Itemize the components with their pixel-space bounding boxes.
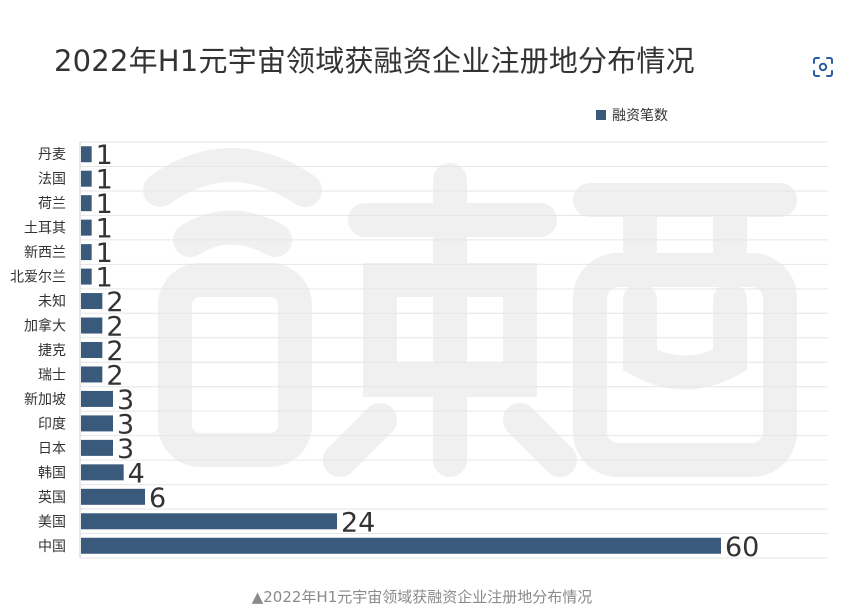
legend-swatch — [596, 110, 606, 120]
bar — [81, 488, 145, 505]
category-label: 新西兰 — [24, 245, 66, 261]
value-label: 3 — [117, 409, 134, 440]
category-label: 丹麦 — [38, 147, 66, 163]
value-label: 1 — [96, 214, 113, 245]
value-label: 1 — [96, 189, 113, 220]
category-label: 瑞士 — [38, 367, 66, 383]
bar — [81, 537, 721, 554]
figure-caption: ▲2022年H1元宇宙领域获融资企业注册地分布情况 — [251, 588, 593, 606]
chart-title: 2022年H1元宇宙领域获融资企业注册地分布情况 — [54, 44, 695, 78]
bar — [81, 268, 92, 285]
value-label: 1 — [96, 238, 113, 269]
category-label: 英国 — [38, 489, 66, 506]
bar — [81, 170, 92, 187]
bar — [81, 317, 103, 334]
bar — [81, 219, 92, 236]
category-label: 日本 — [38, 441, 66, 457]
legend-label: 融资笔数 — [612, 108, 668, 124]
category-label: 北爱尔兰 — [10, 270, 66, 286]
value-label: 3 — [117, 385, 134, 416]
value-label: 60 — [725, 532, 759, 563]
watermark-logo — [143, 148, 797, 477]
value-label: 24 — [341, 507, 375, 538]
value-label: 1 — [96, 140, 113, 171]
value-label: 2 — [106, 360, 123, 391]
scan-icon[interactable] — [811, 55, 835, 79]
category-label: 中国 — [38, 539, 66, 555]
bar — [81, 195, 92, 212]
value-label: 2 — [106, 312, 123, 343]
chart-legend: 融资笔数 — [596, 105, 668, 125]
bar — [81, 146, 92, 163]
bar — [81, 390, 113, 407]
bar — [81, 513, 337, 530]
category-label: 荷兰 — [38, 196, 66, 212]
bar — [81, 439, 113, 456]
value-label: 6 — [149, 483, 166, 514]
category-label: 韩国 — [38, 465, 66, 481]
value-label: 1 — [96, 263, 113, 294]
value-label: 3 — [117, 434, 134, 465]
value-label: 2 — [106, 287, 123, 318]
bar — [81, 464, 124, 481]
value-label: 2 — [106, 336, 123, 367]
bar — [81, 366, 103, 383]
category-label: 土耳其 — [24, 221, 66, 237]
category-label: 美国 — [38, 514, 66, 530]
bar — [81, 244, 92, 261]
value-label: 4 — [128, 458, 145, 489]
bar — [81, 293, 103, 310]
category-label: 未知 — [38, 293, 66, 310]
category-label: 新加坡 — [24, 392, 66, 408]
value-label: 1 — [96, 165, 113, 196]
category-label: 法国 — [38, 172, 66, 188]
category-label: 印度 — [38, 416, 66, 432]
category-label: 加拿大 — [24, 318, 66, 335]
bar — [81, 341, 103, 358]
bar — [81, 415, 113, 432]
category-label: 捷克 — [38, 343, 66, 359]
